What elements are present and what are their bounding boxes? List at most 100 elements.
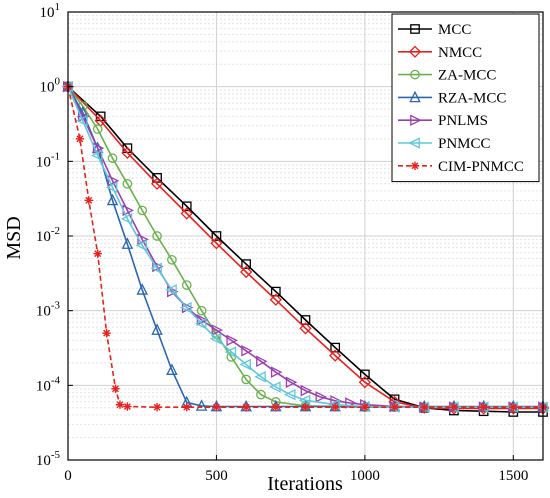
- data-point: [167, 254, 177, 265]
- star-stroke: [242, 403, 250, 411]
- data-point: [123, 402, 132, 411]
- data-point: [241, 345, 253, 357]
- data-point: [121, 146, 134, 159]
- star-stroke: [85, 196, 93, 204]
- data-point: [212, 402, 221, 412]
- data-point: [102, 328, 111, 338]
- data-point: [330, 342, 341, 353]
- data-point: [84, 196, 93, 205]
- data-point: [299, 322, 312, 335]
- data-point: [285, 376, 298, 388]
- series-layer: [61, 80, 550, 417]
- data-point: [122, 178, 133, 189]
- star-stroke: [272, 403, 280, 411]
- star-stroke: [183, 403, 191, 411]
- data-point: [256, 355, 268, 368]
- y-axis-label: MSD: [3, 216, 25, 259]
- axis-ticks: 0 500 1000 1500 101 100 10-1 10-2 10-3 10-4 10-5: [36, 1, 528, 484]
- star-stroke: [411, 162, 419, 170]
- legend-label: ZA-MCC: [438, 68, 496, 84]
- legend-entry: CIM-PNMCC: [398, 159, 524, 175]
- y-tick-label: 10-2: [36, 225, 60, 245]
- data-point: [166, 363, 178, 375]
- data-point: [329, 349, 342, 362]
- data-point: [182, 402, 191, 412]
- data-point: [300, 384, 313, 397]
- legend-marker: [410, 24, 420, 34]
- y-tick-label: 100: [40, 76, 61, 96]
- data-point: [92, 124, 103, 134]
- data-point: [449, 402, 459, 412]
- star-stroke: [103, 329, 111, 337]
- legend-label: CIM-PNMCC: [438, 159, 524, 175]
- data-point: [195, 399, 208, 411]
- data-point: [210, 237, 223, 250]
- data-point: [270, 286, 281, 297]
- x-tick-label: 0: [64, 468, 72, 484]
- data-point: [270, 366, 283, 378]
- data-point: [137, 205, 148, 216]
- data-point: [91, 149, 103, 162]
- y-tick-label: 10-5: [36, 449, 61, 469]
- series-line: [67, 86, 543, 410]
- star-stroke: [94, 250, 102, 258]
- data-point: [239, 358, 251, 371]
- legend-marker: [410, 69, 420, 80]
- data-point: [151, 323, 163, 335]
- data-point: [92, 142, 105, 154]
- data-point: [105, 181, 118, 193]
- legend-marker: [408, 45, 422, 58]
- x-tick-label: 1000: [350, 468, 380, 484]
- data-point: [106, 193, 119, 206]
- data-point: [150, 262, 162, 274]
- series-line: [67, 86, 543, 409]
- data-point: [115, 400, 125, 409]
- y-tick-label: 10-3: [36, 300, 61, 320]
- legend-label: PNLMS: [438, 113, 488, 129]
- data-point: [284, 388, 296, 401]
- star-stroke: [112, 385, 119, 393]
- data-point: [120, 213, 133, 225]
- data-point: [254, 371, 266, 383]
- data-point: [181, 201, 192, 212]
- star-stroke: [123, 403, 131, 411]
- series-cim-pnmcc: [63, 82, 548, 412]
- data-point: [315, 391, 327, 403]
- star-stroke: [391, 403, 399, 411]
- x-tick-label: 500: [205, 468, 228, 484]
- legend-marker: [410, 114, 422, 126]
- data-point: [152, 173, 162, 183]
- data-point: [152, 231, 162, 241]
- data-point: [196, 305, 207, 316]
- data-point: [180, 301, 192, 314]
- star-stroke: [212, 403, 220, 411]
- star-stroke: [153, 403, 161, 411]
- legend-label: MCC: [438, 22, 471, 38]
- data-point: [330, 402, 340, 412]
- data-point: [269, 293, 282, 306]
- star-stroke: [450, 403, 458, 411]
- star-stroke: [420, 403, 428, 411]
- x-axis-label: Iterations: [267, 473, 343, 495]
- data-point: [301, 402, 310, 412]
- data-point: [241, 374, 251, 385]
- data-point: [211, 231, 222, 241]
- legend: MCC NMCC ZA-MCC RZA-MCC PNLMS PNMCC CIM-PNMCC: [391, 13, 540, 183]
- data-point: [165, 284, 177, 296]
- data-point: [300, 315, 311, 325]
- data-point: [111, 384, 120, 393]
- legend-marker: [410, 161, 420, 170]
- data-point: [241, 402, 251, 412]
- data-point: [76, 114, 88, 127]
- data-point: [194, 317, 207, 330]
- star-stroke: [116, 401, 124, 409]
- y-tick-label: 101: [40, 1, 61, 21]
- data-point: [107, 174, 120, 187]
- data-point: [93, 249, 102, 258]
- data-point: [180, 207, 193, 220]
- data-point: [390, 402, 399, 412]
- star-stroke: [76, 135, 84, 143]
- star-stroke: [509, 403, 517, 411]
- data-point: [256, 389, 266, 400]
- data-point: [226, 334, 238, 347]
